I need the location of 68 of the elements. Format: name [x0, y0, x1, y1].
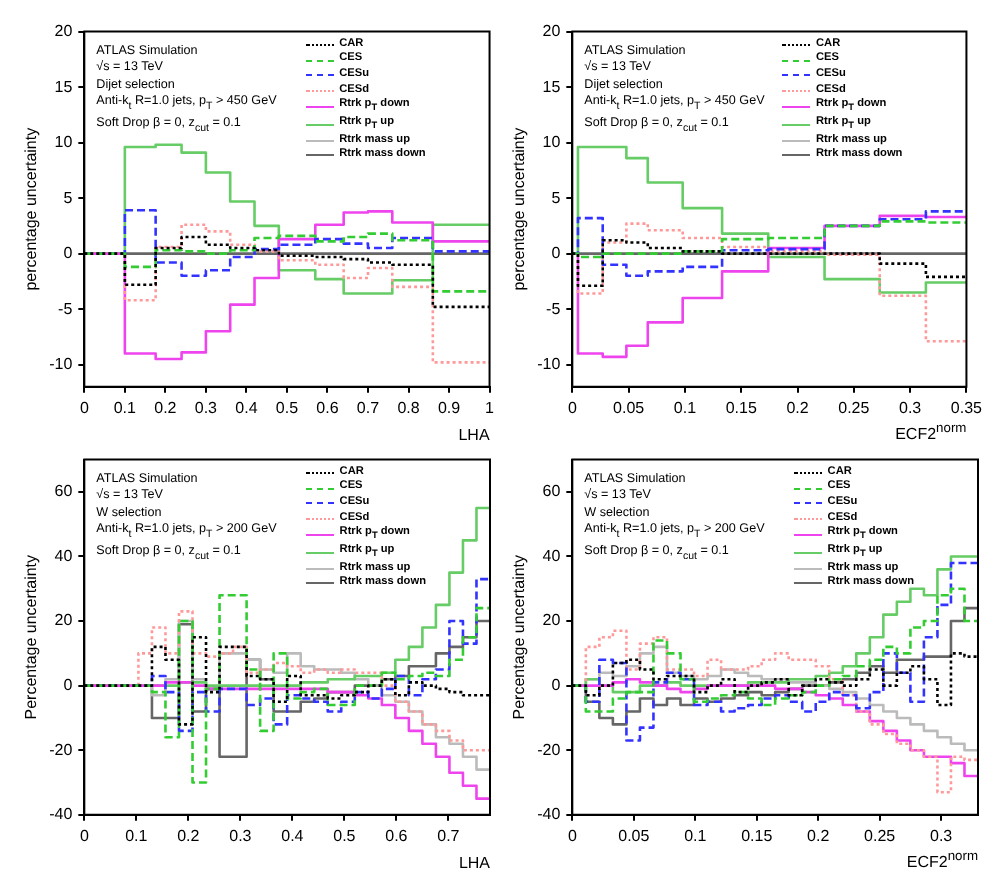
x-tick-label: 0.05: [613, 398, 646, 417]
x-tick-label: 0.9: [437, 398, 462, 417]
y-tick-label: 60: [54, 482, 74, 501]
y-tick-label: 40: [542, 546, 562, 565]
x-tick-label: 0.5: [333, 826, 357, 845]
x-tick-label: 0.7: [437, 826, 461, 845]
x-tick-label: 0.2: [154, 398, 178, 417]
x-tick-label: 0.1: [684, 826, 708, 845]
x-tick-label: 0.3: [194, 398, 219, 417]
y-tick-label: -40: [537, 805, 562, 824]
y-tick-label: -5: [58, 299, 74, 318]
x-tick-label: 0.4: [235, 398, 259, 417]
x-tick-label: 0.35: [950, 398, 984, 417]
y-axis-title: Percentage uncertainty: [22, 554, 41, 720]
x-axis-title: LHA: [458, 426, 490, 444]
x-tick-label: 0.6: [316, 398, 340, 417]
x-tick-label: 0.4: [281, 826, 305, 845]
x-axis-title: ECF2$^{norm}$: [906, 850, 978, 872]
y-tick-label: -5: [546, 299, 562, 318]
y-tick-label: 10: [542, 133, 562, 152]
y-tick-label: 15: [542, 77, 562, 96]
x-tick-label: 0: [79, 398, 90, 417]
y-tick-label: -10: [49, 355, 74, 374]
y-tick-label: 40: [54, 546, 74, 565]
y-tick-label: 15: [54, 77, 74, 96]
x-tick-label: 0.5: [275, 398, 300, 417]
y-tick-label: -20: [49, 740, 74, 759]
y-tick-label: 20: [54, 611, 74, 630]
x-tick-label: 0.1: [125, 826, 149, 845]
y-tick-label: 10: [54, 133, 74, 152]
x-tick-label: 0.8: [397, 398, 421, 417]
x-tick-label: 0.7: [356, 398, 381, 417]
y-axis-title: Percentage uncertainty: [510, 554, 529, 720]
x-tick-label: 0.3: [930, 826, 954, 845]
y-tick-label: 5: [551, 188, 562, 207]
y-tick-label: 0: [551, 676, 562, 695]
x-axis-title: ECF2$^{norm}$: [895, 422, 967, 444]
x-tick-label: 0.25: [864, 826, 897, 845]
y-tick-label: 20: [542, 22, 562, 41]
x-tick-label: 0.6: [385, 826, 409, 845]
x-tick-label: 0.25: [838, 398, 871, 417]
y-tick-label: 5: [63, 188, 74, 207]
x-tick-label: 1: [485, 398, 496, 417]
y-tick-label: 60: [542, 482, 562, 501]
y-tick-label: 20: [542, 611, 562, 630]
y-tick-label: 0: [63, 244, 74, 263]
x-tick-label: 0.3: [899, 398, 923, 417]
x-tick-label: 0.2: [807, 826, 831, 845]
x-tick-label: 0.15: [741, 826, 774, 845]
x-tick-label: 0.1: [673, 398, 698, 417]
y-tick-label: 0: [63, 676, 74, 695]
x-tick-label: 0.2: [786, 398, 810, 417]
y-axis-title: percentage uncertainty: [22, 127, 41, 291]
y-axis-title: percentage uncertainty: [510, 127, 529, 291]
x-tick-label: 0.05: [618, 826, 651, 845]
x-tick-label: 0.2: [177, 826, 201, 845]
y-tick-label: -10: [537, 355, 562, 374]
x-tick-label: 0.15: [725, 398, 758, 417]
y-tick-label: 0: [551, 244, 562, 263]
x-tick-label: 0: [567, 398, 578, 417]
x-tick-label: 0.1: [113, 398, 138, 417]
x-tick-label: 0.3: [229, 826, 253, 845]
y-tick-label: 20: [54, 22, 74, 41]
x-tick-label: 0: [567, 826, 578, 845]
x-tick-label: 0: [79, 826, 90, 845]
y-tick-label: -40: [49, 805, 74, 824]
x-axis-title: LHA: [458, 854, 490, 872]
y-tick-label: -20: [537, 740, 562, 759]
